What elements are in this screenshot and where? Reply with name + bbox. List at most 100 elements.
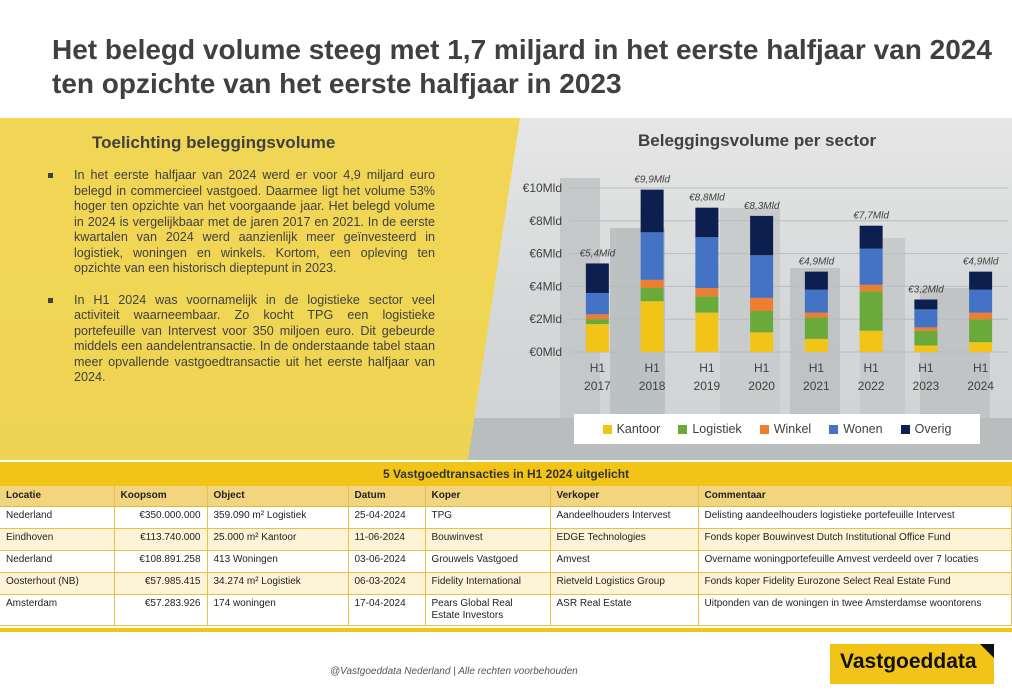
legend-swatch bbox=[900, 424, 910, 434]
cell-commentaar: Delisting aandeelhouders logistieke port… bbox=[698, 506, 1012, 529]
bar-segment-overig bbox=[640, 189, 664, 233]
cell-koper: Pears Global Real Estate Investors bbox=[425, 594, 551, 626]
cell-koopsom: €350.000.000 bbox=[114, 506, 208, 529]
header-locatie: Locatie bbox=[0, 486, 115, 507]
table-header-row: Locatie Koopsom Object Datum Koper Verko… bbox=[0, 486, 1012, 507]
cell-locatie: Nederland bbox=[0, 506, 115, 529]
bar-total-label: €5,4Mld bbox=[580, 248, 616, 259]
bar-segment-overig bbox=[585, 263, 609, 293]
x-tick-label: H1 bbox=[590, 361, 606, 375]
bullet-item: In H1 2024 was voornamelijk in de logist… bbox=[42, 293, 435, 386]
vastgoeddata-logo: Vastgoeddata bbox=[830, 644, 994, 684]
cell-locatie: Nederland bbox=[0, 550, 115, 573]
cell-koper: Fidelity International bbox=[425, 572, 551, 595]
legend-label: Overig bbox=[914, 422, 952, 436]
bar-segment-winkel bbox=[750, 297, 774, 311]
legend-swatch bbox=[829, 424, 839, 434]
bar-segment-overig bbox=[914, 299, 938, 310]
legend-item: Logistiek bbox=[678, 422, 742, 436]
bar-total-label: €7,7Mld bbox=[853, 211, 889, 222]
bar-segment-logistiek bbox=[750, 311, 774, 333]
header-koper: Koper bbox=[425, 486, 551, 507]
cell-verkoper: ASR Real Estate bbox=[550, 594, 699, 626]
cell-object: 413 Woningen bbox=[207, 550, 349, 573]
bar-segment-wonen bbox=[695, 237, 719, 289]
x-tick-label: 2018 bbox=[639, 379, 666, 393]
bar-total-label: €8,8Mld bbox=[689, 193, 725, 204]
bar-segment-logistiek bbox=[695, 296, 719, 313]
bar-segment-wonen bbox=[750, 255, 774, 298]
table-row: Nederland €350.000.000 359.090 m² Logist… bbox=[0, 506, 1012, 529]
x-tick-label: H1 bbox=[699, 361, 715, 375]
table-bottom-rule bbox=[0, 628, 1012, 632]
x-tick-label: 2019 bbox=[694, 379, 721, 393]
bar-segment-kantoor bbox=[804, 338, 828, 352]
legend-label: Kantoor bbox=[616, 422, 661, 436]
bar-segment-kantoor bbox=[750, 332, 774, 352]
logo-corner bbox=[980, 644, 994, 658]
bar-segment-kantoor bbox=[585, 324, 609, 352]
cell-koopsom: €108.891.258 bbox=[114, 550, 208, 573]
cell-koper: Grouwels Vastgoed bbox=[425, 550, 551, 573]
bar-segment-wonen bbox=[969, 289, 993, 313]
cell-object: 174 woningen bbox=[207, 594, 349, 626]
bar-total-label: €4,9Mld bbox=[799, 257, 835, 268]
x-tick-label: 2024 bbox=[967, 379, 994, 393]
x-tick-label: H1 bbox=[918, 361, 934, 375]
cell-object: 359.090 m² Logistiek bbox=[207, 506, 349, 529]
cell-commentaar: Fonds koper Bouwinvest Dutch Institution… bbox=[698, 528, 1012, 551]
x-tick-label: 2020 bbox=[748, 379, 775, 393]
transactions-table: Locatie Koopsom Object Datum Koper Verko… bbox=[0, 486, 1012, 626]
cell-verkoper: Aandeelhouders Intervest bbox=[550, 506, 699, 529]
y-tick-label: €0Mld bbox=[529, 345, 562, 359]
legend-swatch bbox=[759, 424, 769, 434]
x-tick-label: H1 bbox=[644, 361, 660, 375]
bar-segment-overig bbox=[750, 215, 774, 256]
bar-total-label: €4,9Mld bbox=[963, 257, 999, 268]
table-title: 5 Vastgoedtransacties in H1 2024 uitgeli… bbox=[0, 462, 1012, 486]
cell-datum: 17-04-2024 bbox=[348, 594, 426, 626]
cell-datum: 25-04-2024 bbox=[348, 506, 426, 529]
table-row: Amsterdam €57.283.926 174 woningen 17-04… bbox=[0, 594, 1012, 626]
y-tick-label: €4Mld bbox=[529, 279, 562, 293]
y-tick-label: €10Mld bbox=[523, 181, 562, 195]
cell-koopsom: €113.740.000 bbox=[114, 528, 208, 551]
bar-segment-kantoor bbox=[859, 330, 883, 352]
cell-locatie: Amsterdam bbox=[0, 594, 115, 626]
bar-segment-wonen bbox=[585, 292, 609, 315]
table-row: Nederland €108.891.258 413 Woningen 03-0… bbox=[0, 550, 1012, 573]
x-tick-label: H1 bbox=[863, 361, 879, 375]
bar-total-label: €8,3Mld bbox=[744, 201, 780, 212]
cell-datum: 06-03-2024 bbox=[348, 572, 426, 595]
bar-segment-kantoor bbox=[914, 345, 938, 352]
cell-commentaar: Overname woningportefeuille Amvest verde… bbox=[698, 550, 1012, 573]
cell-datum: 11-06-2024 bbox=[348, 528, 426, 551]
bar-total-label: €9,9Mld bbox=[634, 175, 670, 186]
cell-koper: TPG bbox=[425, 506, 551, 529]
text-panel-background bbox=[0, 118, 520, 460]
legend-item: Wonen bbox=[829, 422, 883, 436]
bar-segment-logistiek bbox=[914, 330, 938, 346]
legend-swatch bbox=[678, 424, 688, 434]
commentary-bullets: In het eerste halfjaar van 2024 werd er … bbox=[42, 168, 435, 402]
table-row: Oosterhout (NB) €57.985.415 34.274 m² Lo… bbox=[0, 572, 1012, 595]
cell-commentaar: Uitponden van de woningen in twee Amster… bbox=[698, 594, 1012, 626]
bar-segment-logistiek bbox=[640, 288, 664, 302]
bar-segment-winkel bbox=[695, 288, 719, 297]
bar-segment-winkel bbox=[640, 279, 664, 289]
header-object: Object bbox=[207, 486, 349, 507]
bar-segment-wonen bbox=[914, 309, 938, 328]
logo-text: Vastgoeddata bbox=[840, 650, 977, 673]
legend-swatch bbox=[602, 424, 612, 434]
y-tick-label: €2Mld bbox=[529, 312, 562, 326]
bar-segment-logistiek bbox=[969, 319, 993, 343]
x-tick-label: H1 bbox=[809, 361, 825, 375]
stacked-bar-chart: €0Mld €2Mld €4Mld €6Mld €8Mld €10Mld €5,4Mld H1… bbox=[523, 175, 1008, 393]
header-koopsom: Koopsom bbox=[114, 486, 208, 507]
cell-koopsom: €57.985.415 bbox=[114, 572, 208, 595]
bar-segment-winkel bbox=[914, 327, 938, 331]
bar-segment-wonen bbox=[804, 289, 828, 313]
legend-label: Winkel bbox=[773, 422, 812, 436]
x-tick-label: H1 bbox=[754, 361, 770, 375]
bar-total-label: €3,2Mld bbox=[908, 285, 944, 296]
